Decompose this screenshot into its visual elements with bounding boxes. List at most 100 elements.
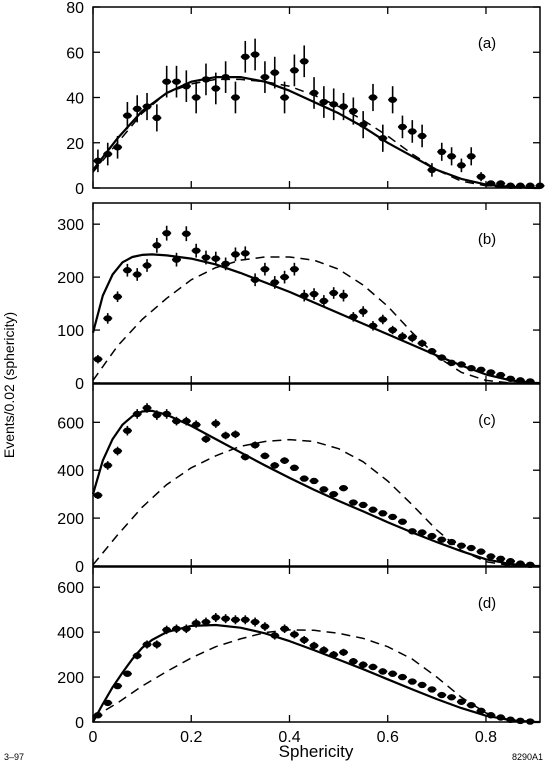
data-point xyxy=(152,242,162,249)
data-point xyxy=(427,686,437,693)
panel-label: (b) xyxy=(478,231,496,248)
data-point xyxy=(221,260,230,268)
data-point xyxy=(398,333,407,340)
data-point xyxy=(378,668,388,675)
data-point xyxy=(191,94,201,101)
data-point xyxy=(467,701,476,709)
data-point xyxy=(457,162,466,169)
data-point xyxy=(358,501,368,509)
y-tick-label: 400 xyxy=(57,463,84,480)
data-point xyxy=(319,297,329,305)
data-point xyxy=(398,518,407,525)
data-point xyxy=(113,293,122,300)
y-tick-label: 60 xyxy=(66,45,84,62)
x-tick-label: 0 xyxy=(89,729,98,746)
y-axis-label: Events/0.02 (sphericity) xyxy=(1,312,17,458)
data-point xyxy=(191,247,201,254)
data-point xyxy=(417,529,427,536)
data-point xyxy=(201,618,211,626)
data-point xyxy=(290,631,299,638)
data-point xyxy=(437,536,446,543)
data-point xyxy=(260,623,270,630)
y-tick-label: 0 xyxy=(75,181,84,198)
footer-right-code: 8290A1 xyxy=(512,752,543,762)
x-tick-label: 0.6 xyxy=(377,729,399,746)
data-point xyxy=(388,96,397,103)
data-point xyxy=(270,462,279,469)
panel-a: 0 20 40 60 80 (a) xyxy=(66,0,545,198)
data-point xyxy=(300,58,309,65)
data-point xyxy=(457,698,466,705)
data-point xyxy=(270,279,279,286)
data-point xyxy=(113,447,122,455)
data-point xyxy=(211,85,221,92)
data-point xyxy=(437,691,446,699)
data-point xyxy=(152,114,162,122)
data-point xyxy=(358,308,368,315)
data-point xyxy=(368,94,378,101)
data-point xyxy=(427,532,437,540)
y-tick-label: 600 xyxy=(57,580,84,597)
x-tick-label: 0.4 xyxy=(278,729,300,746)
data-point xyxy=(408,128,417,135)
data-point xyxy=(349,658,358,665)
data-point xyxy=(211,255,221,262)
panel-frame xyxy=(92,202,541,384)
data-point xyxy=(162,78,171,85)
data-point xyxy=(309,477,319,485)
data-point xyxy=(368,506,378,513)
data-point xyxy=(476,707,486,714)
data-point xyxy=(123,670,132,677)
data-point xyxy=(476,548,486,555)
data-point xyxy=(221,432,230,439)
x-axis-label: Sphericity xyxy=(279,742,354,761)
data-point xyxy=(250,441,260,449)
data-point xyxy=(123,427,132,434)
data-point xyxy=(457,542,466,549)
data-point xyxy=(280,94,289,101)
y-tick-label: 400 xyxy=(57,625,84,642)
data-point xyxy=(388,326,397,334)
y-tick-label: 0 xyxy=(75,559,84,576)
data-point xyxy=(123,267,132,274)
y-tick-label: 200 xyxy=(57,270,84,287)
data-point xyxy=(339,292,348,299)
data-point xyxy=(201,435,211,443)
y-tick-label: 0 xyxy=(75,376,84,393)
data-point xyxy=(211,614,221,621)
data-point xyxy=(408,334,417,342)
data-point xyxy=(349,499,358,506)
data-point xyxy=(241,53,250,60)
data-point xyxy=(358,661,368,668)
data-point xyxy=(142,262,152,269)
model-curve-dashed xyxy=(92,78,540,189)
data-point xyxy=(476,173,486,180)
data-point xyxy=(417,132,427,140)
data-point xyxy=(417,681,427,689)
model-curve-solid xyxy=(91,409,540,568)
data-point xyxy=(378,316,388,323)
panel-frame xyxy=(92,566,541,723)
data-point xyxy=(93,355,103,363)
y-tick-label: 300 xyxy=(57,217,84,234)
data-point xyxy=(467,544,476,552)
data-point xyxy=(447,694,456,701)
data-point xyxy=(162,229,171,237)
data-point xyxy=(290,464,299,472)
y-tick-label: 100 xyxy=(57,323,84,340)
data-point xyxy=(133,271,142,278)
panel-label: (a) xyxy=(478,35,496,52)
x-tick-label: 0.8 xyxy=(475,729,497,746)
data-point xyxy=(201,254,211,261)
data-point xyxy=(231,251,240,258)
model-curve-dashed xyxy=(92,629,540,723)
data-point xyxy=(388,670,397,677)
y-tick-label: 200 xyxy=(57,670,84,687)
data-point xyxy=(319,646,329,654)
data-point xyxy=(260,265,270,273)
data-point xyxy=(133,105,142,113)
data-point xyxy=(486,553,496,560)
y-tick-label: 600 xyxy=(57,415,84,432)
data-point xyxy=(260,73,270,81)
